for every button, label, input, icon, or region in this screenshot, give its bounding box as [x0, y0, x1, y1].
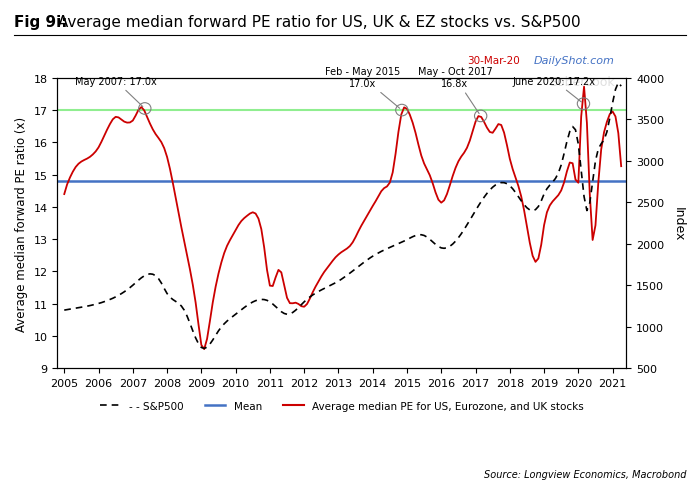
Text: Source: Longview Economics, Macrobond: Source: Longview Economics, Macrobond: [484, 469, 686, 479]
Y-axis label: Index: Index: [672, 206, 685, 241]
Text: June 2020: 17.2x: June 2020: 17.2x: [513, 76, 596, 103]
Text: May - Oct 2017
16.8x: May - Oct 2017 16.8x: [418, 67, 492, 114]
Text: Fig 9i:: Fig 9i:: [14, 15, 67, 30]
Legend: - - S&P500, Mean, Average median PE for US, Eurozone, and UK stocks: - - S&P500, Mean, Average median PE for …: [96, 397, 588, 415]
Text: SoberLook: SoberLook: [550, 76, 615, 89]
Text: DailyShot.com: DailyShot.com: [534, 56, 615, 65]
Text: Average median forward PE ratio for US, UK & EZ stocks vs. S&P500: Average median forward PE ratio for US, …: [53, 15, 581, 30]
Y-axis label: Average median forward PE ratio (x): Average median forward PE ratio (x): [15, 116, 28, 331]
Text: May 2007: 17.0x: May 2007: 17.0x: [75, 76, 157, 107]
Text: 30-Mar-20: 30-Mar-20: [467, 56, 520, 65]
Text: Feb - May 2015
17.0x: Feb - May 2015 17.0x: [325, 67, 400, 109]
